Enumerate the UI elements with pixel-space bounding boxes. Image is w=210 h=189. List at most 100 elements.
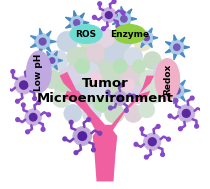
Circle shape <box>63 137 67 141</box>
Circle shape <box>26 130 29 134</box>
Polygon shape <box>153 36 158 39</box>
Circle shape <box>92 148 95 152</box>
Ellipse shape <box>113 25 146 43</box>
Circle shape <box>71 85 90 104</box>
Text: Redox: Redox <box>163 64 172 95</box>
Polygon shape <box>74 29 76 35</box>
Circle shape <box>121 11 125 15</box>
Polygon shape <box>112 21 118 25</box>
Polygon shape <box>128 24 132 29</box>
Circle shape <box>20 81 28 89</box>
Circle shape <box>39 38 46 45</box>
Circle shape <box>98 131 102 135</box>
Polygon shape <box>181 37 185 42</box>
Circle shape <box>116 25 120 28</box>
Circle shape <box>37 101 41 104</box>
Circle shape <box>21 103 25 107</box>
Ellipse shape <box>77 83 118 113</box>
Circle shape <box>106 90 110 94</box>
Circle shape <box>100 62 121 82</box>
Circle shape <box>35 34 51 50</box>
Polygon shape <box>105 91 150 132</box>
Polygon shape <box>165 42 171 45</box>
Ellipse shape <box>70 25 102 43</box>
Polygon shape <box>42 59 46 62</box>
Circle shape <box>146 86 163 103</box>
Polygon shape <box>84 21 89 24</box>
Circle shape <box>124 108 128 112</box>
Circle shape <box>74 20 80 26</box>
Polygon shape <box>184 46 190 49</box>
Polygon shape <box>174 35 176 40</box>
Text: Enzyme: Enzyme <box>110 29 149 39</box>
Circle shape <box>39 81 43 84</box>
Polygon shape <box>54 65 57 70</box>
Circle shape <box>5 86 8 90</box>
Circle shape <box>132 94 135 98</box>
Text: Tumor
Microenvironment: Tumor Microenvironment <box>37 77 173 105</box>
Circle shape <box>153 63 170 81</box>
Polygon shape <box>121 26 123 31</box>
Polygon shape <box>47 47 51 52</box>
Polygon shape <box>93 125 117 181</box>
Circle shape <box>128 85 147 104</box>
Circle shape <box>121 78 134 92</box>
Polygon shape <box>181 52 185 57</box>
Polygon shape <box>174 77 176 83</box>
Polygon shape <box>74 11 76 16</box>
Circle shape <box>77 28 96 47</box>
Circle shape <box>140 127 144 131</box>
Circle shape <box>168 114 172 118</box>
Circle shape <box>95 28 115 48</box>
Polygon shape <box>71 91 90 113</box>
Circle shape <box>117 95 123 101</box>
Circle shape <box>80 62 100 82</box>
Circle shape <box>108 81 128 101</box>
Polygon shape <box>174 54 176 60</box>
Circle shape <box>144 133 161 150</box>
Circle shape <box>138 101 155 118</box>
Circle shape <box>190 96 194 100</box>
Circle shape <box>64 104 82 122</box>
Circle shape <box>47 50 68 71</box>
Circle shape <box>98 2 101 6</box>
Text: Low pH: Low pH <box>34 53 43 91</box>
Circle shape <box>67 47 87 67</box>
Circle shape <box>78 132 87 140</box>
Polygon shape <box>141 43 144 48</box>
Circle shape <box>143 51 161 70</box>
Circle shape <box>86 43 105 62</box>
Circle shape <box>70 15 84 30</box>
Polygon shape <box>135 36 140 39</box>
Polygon shape <box>135 76 154 102</box>
Circle shape <box>57 78 70 92</box>
Circle shape <box>88 72 103 87</box>
Ellipse shape <box>26 51 51 93</box>
Polygon shape <box>80 13 84 18</box>
Polygon shape <box>128 9 132 14</box>
Polygon shape <box>181 80 185 85</box>
Circle shape <box>144 155 148 159</box>
Circle shape <box>174 99 178 102</box>
Circle shape <box>74 151 78 155</box>
Circle shape <box>169 83 185 99</box>
Circle shape <box>112 0 116 3</box>
Circle shape <box>121 16 127 22</box>
Circle shape <box>132 59 146 73</box>
Circle shape <box>52 89 71 108</box>
Ellipse shape <box>107 53 141 91</box>
Polygon shape <box>65 25 71 28</box>
Polygon shape <box>174 98 176 104</box>
Circle shape <box>101 8 116 23</box>
Circle shape <box>174 44 180 50</box>
Circle shape <box>102 27 105 31</box>
Circle shape <box>29 113 37 121</box>
Polygon shape <box>131 18 137 20</box>
Circle shape <box>109 106 112 110</box>
Polygon shape <box>54 51 57 56</box>
Polygon shape <box>30 44 36 47</box>
Polygon shape <box>39 49 42 55</box>
Ellipse shape <box>126 68 152 102</box>
Circle shape <box>43 70 62 89</box>
Ellipse shape <box>79 39 131 67</box>
